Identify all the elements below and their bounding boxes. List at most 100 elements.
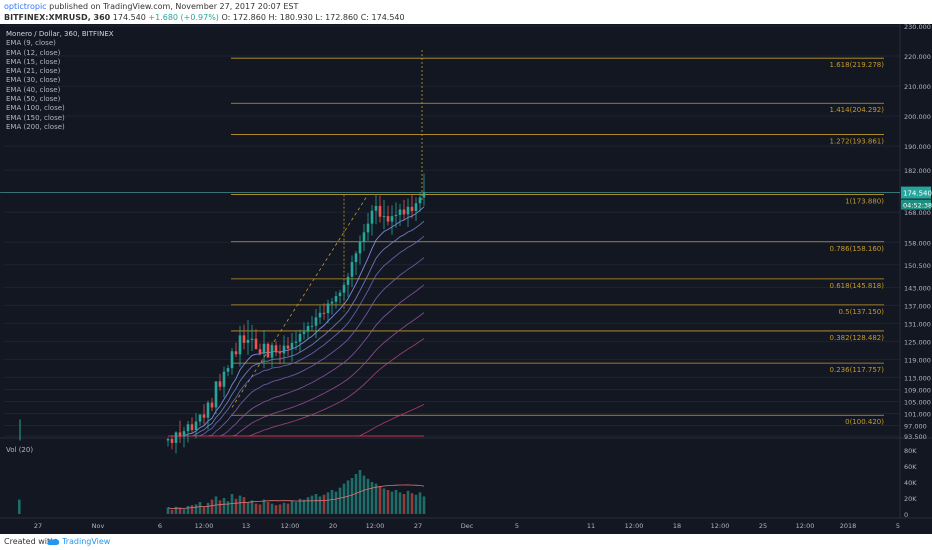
brand-link[interactable]: TradingView (62, 537, 111, 546)
volume-legend[interactable]: Vol (20) (6, 446, 34, 454)
price-tick-label: 97.000 (904, 422, 927, 430)
footer: Created with TradingView (0, 534, 932, 550)
candle-body (202, 414, 206, 418)
time-tick-label: 25 (759, 522, 767, 530)
candle-body (346, 276, 350, 285)
candle-body (334, 296, 338, 302)
indicator-legend: Monero / Dollar, 360, BITFINEX EMA (9, c… (6, 30, 114, 132)
volume-bar (202, 506, 206, 514)
candle-body (246, 339, 250, 343)
tradingview-logo-icon (47, 538, 60, 545)
countdown-text: 04:52:38 (903, 202, 932, 210)
countdown-tag (901, 199, 931, 210)
volume-bar (394, 490, 398, 514)
chart-area[interactable]: 1.618(219.278) 1.414(204.292) 1.272(193.86… (0, 24, 932, 534)
indicator-ema-21[interactable]: EMA (21, close) (6, 67, 61, 76)
price-tick-label: 109.000 (904, 386, 931, 394)
indicator-ema-50[interactable]: EMA (50, close) (6, 95, 61, 104)
candle-body (406, 206, 410, 215)
volume-bar (294, 502, 298, 514)
fib-level-label: 0.236(117.757) (830, 366, 885, 374)
candle-body (370, 210, 374, 224)
volume-bar (310, 495, 314, 514)
volume-bar (246, 502, 250, 514)
price-chart[interactable]: 1.618(219.278) 1.414(204.292) 1.272(193.86… (0, 24, 932, 534)
created-label: Created with (4, 537, 56, 546)
indicator-ema-40[interactable]: EMA (40, close) (6, 85, 61, 94)
price-tick-label: 220.000 (904, 53, 931, 61)
time-tick-label: 12:00 (366, 522, 385, 530)
publish-header: optictropic published on TradingView.com… (0, 0, 932, 24)
candle-body (382, 216, 386, 218)
candle-body (242, 335, 246, 343)
candle-body (386, 216, 390, 222)
candle-body (206, 402, 210, 418)
candle-body (338, 292, 342, 297)
volume-tick-label: 20K (904, 495, 917, 503)
candle-body (358, 241, 362, 254)
candle-body (278, 352, 282, 354)
candle-body (170, 439, 174, 443)
indicator-ema-30[interactable]: EMA (30, close) (6, 76, 61, 85)
candle-body (354, 253, 358, 263)
indicator-ema-200[interactable]: EMA (200, close) (6, 122, 65, 131)
volume-bar (210, 499, 214, 514)
candle-body (274, 345, 278, 353)
candle-body (410, 206, 414, 212)
volume-bar (178, 508, 182, 514)
price-tick-label: 168.000 (904, 209, 931, 217)
volume-bar (398, 492, 402, 514)
indicator-ema-12[interactable]: EMA (12, close) (6, 48, 61, 57)
time-tick-label: 11 (587, 522, 595, 530)
ema-line (168, 257, 425, 437)
time-tick-label: 12:00 (711, 522, 730, 530)
volume-bar (334, 491, 338, 514)
time-tick-label: Dec (461, 522, 474, 530)
price-tick-label: 150.500 (904, 262, 931, 270)
candle-body (234, 351, 238, 355)
volume-bar (170, 510, 174, 514)
candle-body (174, 432, 178, 443)
candle-body (182, 431, 186, 437)
candle-body (306, 326, 310, 332)
indicator-ema-100[interactable]: EMA (100, close) (6, 104, 65, 113)
candle-body (390, 216, 394, 222)
volume-bar (262, 499, 266, 514)
price-tick-label: 119.000 (904, 356, 931, 364)
indicator-ema-15[interactable]: EMA (15, close) (6, 57, 61, 66)
candle-body (210, 402, 214, 408)
candle-body (326, 303, 330, 314)
candle-body (166, 439, 170, 441)
volume-bar (410, 493, 414, 514)
time-tick-label: 12:00 (625, 522, 644, 530)
ema-line (168, 220, 425, 437)
volume-bar (314, 494, 318, 514)
volume-bar (298, 498, 302, 514)
volume-bar (350, 478, 354, 514)
volume-bar (174, 506, 178, 514)
author-link[interactable]: optictropic (4, 2, 47, 11)
candle-body (310, 325, 314, 327)
volume-bar (166, 507, 170, 514)
price-tick-label: 93.500 (904, 433, 927, 441)
volume-bar (190, 505, 194, 514)
volume-bar (354, 474, 358, 514)
candle-body (190, 424, 194, 430)
volume-bar (302, 499, 306, 514)
publish-info: published on TradingView.com, November 2… (46, 2, 299, 11)
volume-ma-line (167, 484, 425, 510)
indicator-ema-9[interactable]: EMA (9, close) (6, 39, 56, 48)
indicator-ema-150[interactable]: EMA (150, close) (6, 113, 65, 122)
candle-body (286, 345, 290, 349)
candle-body (250, 338, 254, 340)
fib-level-label: 0.5(137.150) (838, 308, 884, 316)
candle-body (178, 432, 182, 437)
volume-bar (402, 494, 406, 514)
fib-level-label: 1.272(193.861) (830, 138, 885, 146)
fib-level-label: 1.414(204.292) (830, 106, 885, 114)
fib-level-label: 0.786(158.160) (830, 245, 885, 253)
price-tick-label: 125.000 (904, 338, 931, 346)
volume-bar (194, 504, 198, 514)
time-tick-label: 13 (242, 522, 250, 530)
volume-bar (338, 487, 342, 514)
